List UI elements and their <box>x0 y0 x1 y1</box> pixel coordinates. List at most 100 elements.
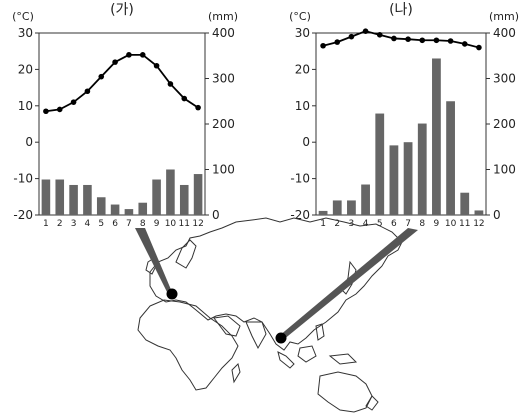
month-tick-label: 9 <box>434 219 440 229</box>
precip-tick-label: 200 <box>493 117 516 131</box>
location-marker-a <box>166 288 178 300</box>
temperature-point <box>84 88 91 95</box>
month-tick-label: 5 <box>377 219 383 229</box>
temperature-point <box>153 62 160 69</box>
temp-tick-label: -10 <box>13 172 33 186</box>
africa-outline <box>137 299 239 391</box>
temperature-point <box>461 41 468 47</box>
temperature-point <box>70 99 77 105</box>
precipitation-bar <box>446 101 455 215</box>
temperature-point <box>447 38 454 44</box>
month-tick-label: 7 <box>126 219 132 229</box>
pointer-b <box>279 228 418 340</box>
month-tick-label: 2 <box>57 219 63 229</box>
precipitation-bar <box>152 179 161 215</box>
japan-outline <box>341 260 357 295</box>
precipitation-bar <box>124 209 134 215</box>
temperature-point <box>56 106 63 113</box>
india-outline <box>245 321 267 350</box>
temperature-point <box>391 35 397 42</box>
month-tick-label: 8 <box>140 219 146 229</box>
month-tick-label: 4 <box>85 219 91 229</box>
temp-tick-label: 0 <box>25 135 33 149</box>
temperature-point <box>376 32 383 38</box>
precipitation-bar <box>432 58 441 216</box>
temperature-point <box>139 52 146 58</box>
precipitation-bar <box>179 184 189 215</box>
world-map <box>135 217 418 413</box>
temperature-point <box>419 37 426 44</box>
month-tick-label: 3 <box>71 219 77 229</box>
temperature-point <box>320 42 326 49</box>
temp-tick-label: -20 <box>13 208 33 222</box>
month-tick-label: 12 <box>192 219 203 229</box>
chart-title: (나) <box>389 2 413 18</box>
chart-title: (가) <box>110 2 134 18</box>
temperature-point <box>195 104 201 111</box>
temperature-point <box>433 37 440 44</box>
precipitation-bar <box>375 113 385 215</box>
precip-tick-label: 400 <box>212 26 235 40</box>
temperature-point <box>476 44 482 51</box>
precipitation-bar <box>332 200 342 215</box>
temperature-line <box>45 53 199 113</box>
right-axis-unit: (mm) <box>208 10 238 23</box>
month-tick-label: 7 <box>405 219 411 229</box>
precip-tick-label: 300 <box>493 72 516 86</box>
precipitation-bar <box>41 179 51 215</box>
temp-tick-label: -10 <box>290 172 310 186</box>
precipitation-bar <box>318 210 328 215</box>
temp-tick-label: 20 <box>18 62 33 76</box>
precipitation-bar <box>361 184 370 215</box>
month-tick-label: 6 <box>391 219 397 229</box>
left-axis-unit: (°C) <box>12 10 34 23</box>
precipitation-bar <box>474 210 484 215</box>
precip-tick-label: 100 <box>493 163 516 177</box>
month-tick-label: 2 <box>334 219 340 229</box>
precip-tick-label: 200 <box>212 117 235 131</box>
precipitation-bar <box>138 202 148 215</box>
temp-tick-label: 30 <box>295 26 310 40</box>
new-guinea-outline <box>328 353 358 365</box>
precip-tick-label: 0 <box>493 208 501 222</box>
precip-tick-label: 300 <box>212 72 235 86</box>
precipitation-bar <box>347 200 356 215</box>
precip-tick-label: 100 <box>212 163 235 177</box>
precipitation-bar <box>460 192 470 215</box>
temp-tick-label: 10 <box>295 99 310 113</box>
month-tick-label: 6 <box>112 219 118 229</box>
month-tick-label: 11 <box>179 219 190 229</box>
precipitation-bar <box>96 197 106 215</box>
temperature-point <box>43 108 49 115</box>
temp-tick-label: 30 <box>18 26 33 40</box>
temp-tick-label: 10 <box>18 99 33 113</box>
plot-frame <box>315 32 487 216</box>
temperature-point <box>167 81 174 87</box>
precip-tick-label: 400 <box>493 26 516 40</box>
temp-tick-label: 20 <box>295 62 310 76</box>
month-tick-label: 1 <box>43 219 49 229</box>
month-tick-label: 4 <box>363 219 369 229</box>
month-tick-label: 10 <box>445 219 457 229</box>
month-tick-label: 9 <box>154 219 160 229</box>
precipitation-bar <box>417 123 427 215</box>
temperature-line <box>322 30 480 49</box>
eurasia-outline <box>149 217 403 351</box>
precip-tick-label: 0 <box>212 208 220 222</box>
scandinavia-outline <box>175 239 197 269</box>
precipitation-bar <box>403 142 413 215</box>
precipitation-bar <box>166 169 175 215</box>
temperature-point <box>126 52 132 58</box>
right-axis-unit: (mm) <box>489 10 519 23</box>
madagascar-outline <box>231 363 241 384</box>
temperature-point <box>98 73 105 80</box>
precipitation-bar <box>69 184 78 215</box>
temperature-point <box>334 39 341 45</box>
borneo-outline <box>297 345 317 363</box>
australia-outline <box>317 371 373 413</box>
temperature-point <box>405 36 411 42</box>
month-tick-label: 1 <box>320 219 326 229</box>
month-tick-label: 12 <box>473 219 484 229</box>
arabia-outline <box>213 315 241 337</box>
